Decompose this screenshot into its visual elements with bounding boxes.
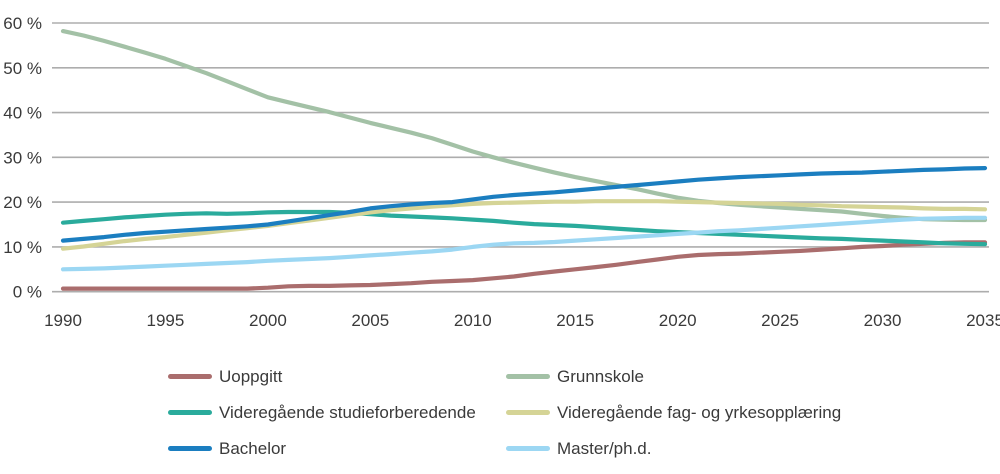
series-line-videregaende-studieforberedende [60, 209, 988, 247]
legend-label-videregaende-fag-og-yrkesopplaering: Videregående fag- og yrkesopplæring [557, 403, 842, 422]
x-axis-label-1995: 1995 [146, 311, 184, 330]
series-line-uoppgitt [60, 240, 988, 291]
legend-swatch-grunnskole [506, 373, 550, 380]
legend-swatch-uoppgitt [168, 373, 212, 380]
y-axis-label-40: 40 % [3, 104, 42, 123]
y-axis-label-60: 60 % [3, 14, 42, 33]
legend-item-videregaende-fag-og-yrkesopplaering: Videregående fag- og yrkesopplæring [506, 401, 1000, 424]
legend-swatch-videregaende-studieforberedende [168, 409, 212, 416]
legend-label-uoppgitt: Uoppgitt [219, 367, 283, 386]
x-axis-label-2000: 2000 [249, 311, 287, 330]
legend-label-master-phd: Master/ph.d. [557, 439, 652, 458]
legend-label-grunnskole: Grunnskole [557, 367, 644, 386]
legend-label-videregaende-studieforberedende: Videregående studieforberedende [219, 403, 476, 422]
x-axis-label-1990: 1990 [44, 311, 82, 330]
x-axis-label-2030: 2030 [864, 311, 902, 330]
legend-swatch-master-phd [506, 445, 550, 452]
y-axis-label-10: 10 % [3, 238, 42, 257]
legend-item-uoppgitt: Uoppgitt [168, 365, 506, 388]
x-axis-label-2005: 2005 [351, 311, 389, 330]
series-line-master-phd [60, 215, 988, 272]
line-chart-canvas: 0 % 10 % 20 % 30 % 40 % 50 % 60 % 1990 1995 2000 2… [3, 14, 1000, 330]
y-axis-label-20: 20 % [3, 193, 42, 212]
series-line-grunnskole [60, 29, 988, 223]
x-axis-label-2025: 2025 [761, 311, 799, 330]
y-axis-label-30: 30 % [3, 148, 42, 167]
series-line-bachelor [60, 166, 988, 243]
x-axis-label-2020: 2020 [659, 311, 697, 330]
legend-swatch-bachelor [168, 445, 212, 452]
series-line-videregaende-fag-og-yrkesopplaering [60, 199, 988, 251]
x-axis-label-2035: 2035 [966, 311, 1000, 330]
legend-swatch-videregaende-fag-og-yrkesopplaering [506, 409, 550, 416]
legend-item-videregaende-studieforberedende: Videregående studieforberedende [168, 401, 506, 424]
x-axis-label-2015: 2015 [556, 311, 594, 330]
legend-item-bachelor: Bachelor [168, 437, 506, 460]
legend-item-master-phd: Master/ph.d. [506, 437, 1000, 460]
legend-label-bachelor: Bachelor [219, 439, 287, 458]
legend-item-grunnskole: Grunnskole [506, 365, 1000, 388]
chart-legend: Uoppgitt Grunnskole Videregående studief… [0, 365, 1000, 460]
x-axis-label-2010: 2010 [454, 311, 492, 330]
y-axis-label-50: 50 % [3, 59, 42, 78]
y-axis-label-0: 0 % [13, 283, 42, 302]
education-attainment-chart: 0 % 10 % 20 % 30 % 40 % 50 % 60 % 1990 1995 2000 2… [0, 14, 1000, 460]
